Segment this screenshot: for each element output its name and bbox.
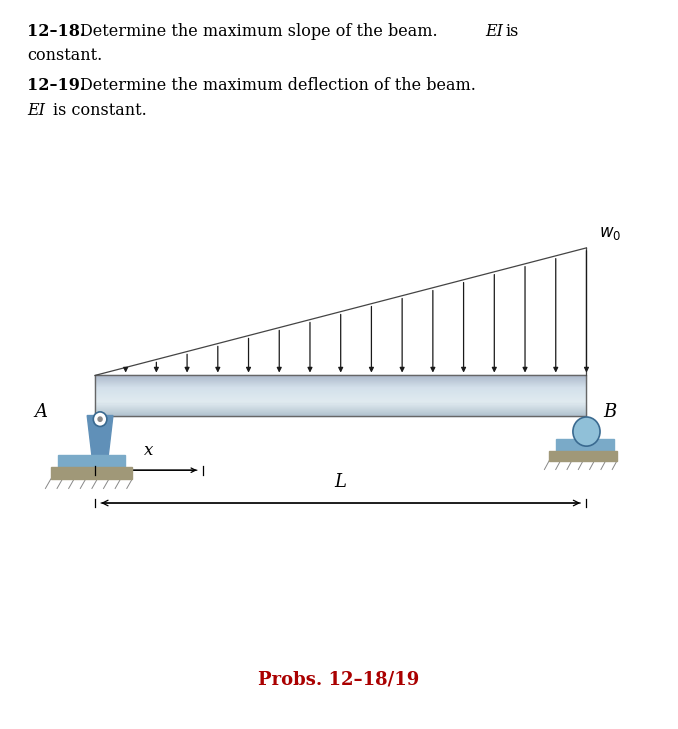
Bar xyxy=(95,384,586,386)
Text: 12–18.: 12–18. xyxy=(27,23,85,40)
Text: EI: EI xyxy=(27,102,45,119)
Text: A: A xyxy=(35,403,47,421)
Bar xyxy=(58,455,125,468)
Text: $w_0$: $w_0$ xyxy=(599,225,621,242)
Bar xyxy=(51,467,132,479)
Bar xyxy=(95,400,586,402)
Text: Determine the maximum deflection of the beam.: Determine the maximum deflection of the … xyxy=(80,77,476,93)
Polygon shape xyxy=(87,416,113,459)
Bar xyxy=(95,407,586,408)
Text: x: x xyxy=(144,443,154,459)
Bar xyxy=(95,375,586,416)
Bar xyxy=(549,451,617,461)
Bar xyxy=(95,389,586,391)
Bar xyxy=(95,381,586,383)
Bar xyxy=(95,378,586,379)
Bar xyxy=(95,415,586,416)
Bar xyxy=(95,397,586,399)
Bar xyxy=(95,405,586,407)
Bar xyxy=(95,379,586,381)
Circle shape xyxy=(94,412,107,426)
Bar xyxy=(95,410,586,411)
Bar xyxy=(95,402,586,404)
Bar xyxy=(95,388,586,389)
Bar xyxy=(95,383,586,384)
Bar xyxy=(95,408,586,410)
Bar xyxy=(95,391,586,392)
Text: Determine the maximum slope of the beam.: Determine the maximum slope of the beam. xyxy=(80,23,437,40)
Bar xyxy=(95,413,586,415)
Text: Probs. 12–18/19: Probs. 12–18/19 xyxy=(258,671,420,689)
Circle shape xyxy=(98,417,102,421)
Bar xyxy=(556,439,614,451)
Text: is: is xyxy=(505,23,519,40)
Bar xyxy=(95,375,586,376)
Bar xyxy=(95,404,586,405)
Text: is constant.: is constant. xyxy=(53,102,146,119)
Bar xyxy=(95,376,586,378)
Text: L: L xyxy=(335,473,346,491)
Bar xyxy=(95,392,586,394)
Circle shape xyxy=(573,417,600,446)
Bar xyxy=(95,386,586,388)
Bar xyxy=(95,394,586,395)
Bar xyxy=(95,399,586,400)
Text: constant.: constant. xyxy=(27,47,102,64)
Text: 12–19.: 12–19. xyxy=(27,77,85,93)
Text: EI: EI xyxy=(485,23,503,40)
Bar xyxy=(95,395,586,397)
Text: B: B xyxy=(603,403,617,421)
Bar xyxy=(95,411,586,413)
